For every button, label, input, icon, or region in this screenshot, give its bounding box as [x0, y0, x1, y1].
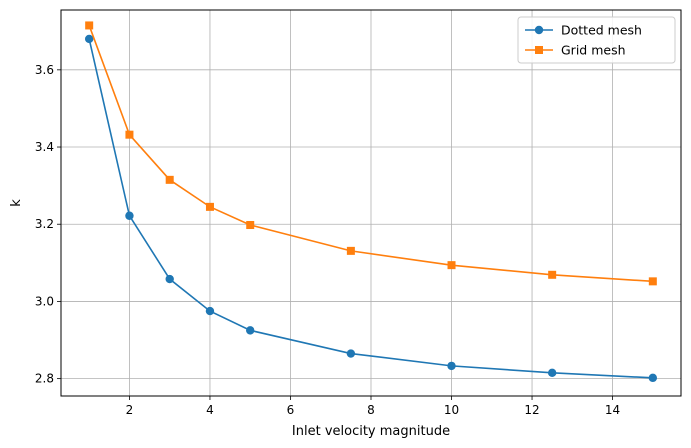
- x-tick-label: 14: [605, 403, 620, 417]
- legend-marker: [534, 25, 544, 35]
- legend-item: Dotted mesh: [525, 23, 642, 38]
- y-tick-label: 3.4: [35, 140, 54, 154]
- x-axis-label: Inlet velocity magnitude: [292, 424, 450, 439]
- data-point: [246, 221, 255, 230]
- data-point: [548, 270, 557, 279]
- data-point: [447, 361, 456, 371]
- legend: Dotted mesh Grid mesh: [517, 16, 676, 64]
- grid-lines: [61, 10, 681, 396]
- series-1: [84, 34, 658, 383]
- data-point: [165, 274, 174, 284]
- x-tick-label: 10: [444, 403, 459, 417]
- legend-label: Dotted mesh: [561, 23, 642, 38]
- y-tick-label: 2.8: [35, 372, 54, 386]
- data-point: [346, 246, 355, 255]
- data-point: [205, 306, 215, 316]
- data-point: [246, 326, 255, 335]
- y-tick-label: 3.6: [35, 63, 54, 77]
- data-point: [125, 130, 134, 139]
- x-tick-label: 12: [524, 403, 539, 417]
- data-point: [648, 373, 658, 383]
- x-tick-label: 8: [367, 403, 375, 417]
- y-axis-label: k: [9, 199, 24, 207]
- legend-marker: [535, 46, 543, 54]
- data-point: [84, 34, 94, 44]
- x-tick-label: 4: [206, 403, 214, 417]
- legend-label: Grid mesh: [561, 43, 626, 58]
- series-layer: [84, 21, 658, 383]
- data-point: [85, 21, 94, 30]
- data-point: [125, 211, 134, 220]
- data-point: [346, 349, 356, 358]
- y-tick-label: 3.2: [35, 217, 54, 231]
- data-point: [165, 175, 174, 184]
- data-point: [648, 277, 657, 286]
- data-point: [447, 261, 456, 270]
- y-tick-label: 3.0: [35, 294, 54, 308]
- axis-ticks: 2 4 6 8 10 12 14 2.8 3.0 3.2 3.4 3.6: [35, 63, 620, 417]
- x-tick-label: 6: [287, 403, 295, 417]
- series-2: [85, 21, 657, 286]
- data-point: [547, 368, 557, 378]
- x-tick-label: 2: [126, 403, 134, 417]
- legend-item: Grid mesh: [525, 43, 626, 58]
- data-point: [205, 202, 214, 211]
- legend-box: [517, 16, 676, 64]
